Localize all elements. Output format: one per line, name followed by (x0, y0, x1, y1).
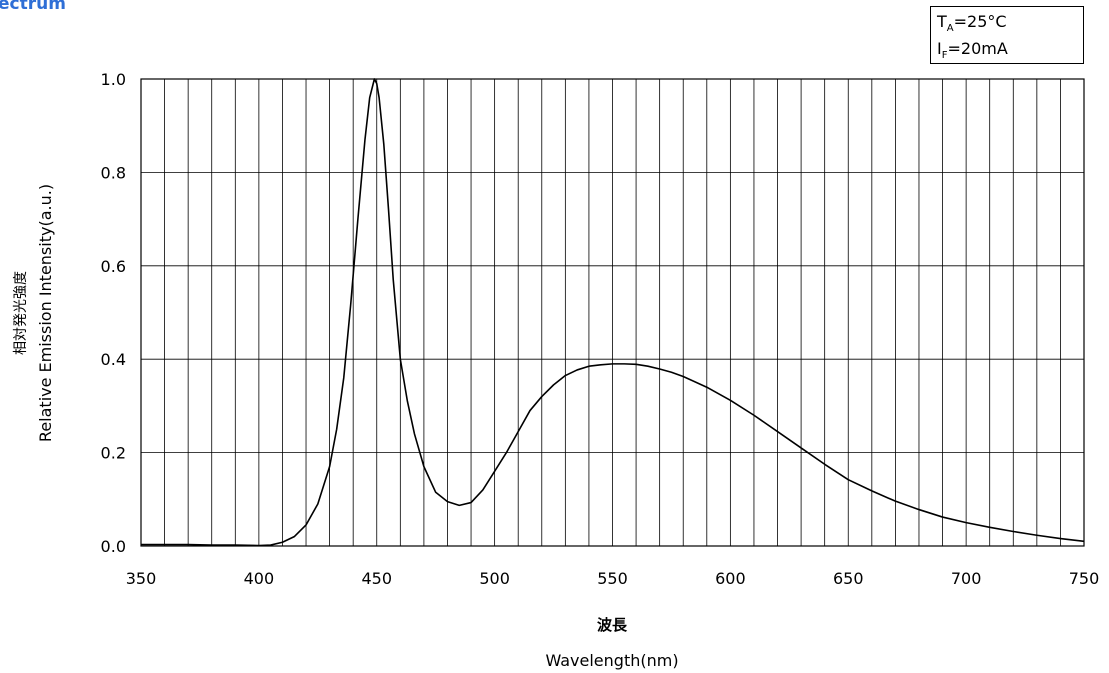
if-symbol: I (937, 39, 942, 59)
ta-subscript: A (946, 23, 954, 35)
y-axis-label: Relative Emission Intensity(a.u.) (36, 184, 55, 442)
test-conditions-box: TA=25°C IF=20mA (930, 6, 1084, 64)
x-tick-label: 500 (479, 569, 510, 588)
x-tick-label: 550 (597, 569, 628, 588)
x-tick-label: 400 (244, 569, 275, 588)
y-tick-label: 1.0 (101, 70, 126, 89)
x-tick-label: 700 (951, 569, 982, 588)
forward-current-condition: IF=20mA (937, 39, 1083, 66)
ambient-temperature-condition: TA=25°C (937, 12, 1083, 39)
x-tick-label: 600 (715, 569, 746, 588)
x-tick-label: 750 (1069, 569, 1100, 588)
x-tick-label: 650 (833, 569, 864, 588)
x-tick-labels: 350 400 450 500 550 600 650 700 750 (126, 569, 1100, 588)
x-axis-label: Wavelength(nm) (545, 651, 678, 670)
x-tick-label: 450 (361, 569, 392, 588)
y-tick-label: 0.8 (101, 163, 126, 182)
y-tick-labels: 0.0 0.2 0.4 0.6 0.8 1.0 (101, 70, 126, 556)
ta-symbol: T (937, 12, 947, 31)
y-tick-label: 0.2 (101, 444, 126, 463)
x-gridlines (164, 79, 1061, 546)
spectrum-line (141, 78, 1085, 547)
chart-title-fragment: ectrum (0, 0, 66, 14)
y-tick-label: 0.0 (101, 537, 126, 556)
y-gridlines (141, 171, 1084, 454)
y-tick-label: 0.4 (101, 350, 126, 369)
x-tick-label: 350 (126, 569, 157, 588)
ta-value: =25°C (953, 12, 1007, 31)
if-value: =20mA (947, 39, 1008, 59)
y-tick-label: 0.6 (101, 257, 126, 276)
plot-area-frame (140, 78, 1085, 547)
if-subscript: F (941, 50, 948, 62)
x-axis-label-japanese: 波長 (597, 616, 628, 634)
y-axis-label-japanese: 相対発光強度 (13, 271, 29, 355)
series-group (141, 78, 1085, 547)
